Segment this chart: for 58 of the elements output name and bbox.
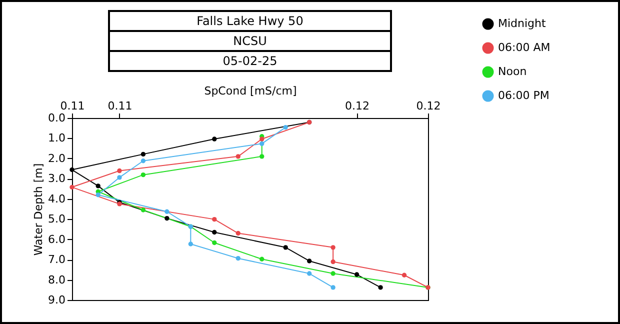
point bbox=[117, 168, 122, 174]
point bbox=[330, 271, 336, 276]
legend-label: 06:00 PM bbox=[498, 89, 550, 102]
point bbox=[330, 245, 336, 250]
point bbox=[140, 172, 146, 178]
point bbox=[306, 258, 312, 264]
point bbox=[212, 230, 217, 235]
point bbox=[306, 271, 312, 276]
point bbox=[354, 272, 360, 277]
x-tick-label: 0.12 bbox=[416, 100, 441, 112]
point bbox=[236, 230, 240, 236]
y-tick-label: 3.0 bbox=[48, 172, 66, 186]
y-tick-label: 5.0 bbox=[48, 212, 66, 226]
point bbox=[330, 259, 336, 264]
point bbox=[188, 242, 194, 246]
y-tick-label: 9.0 bbox=[48, 294, 66, 306]
point bbox=[140, 152, 146, 157]
y-axis-title: Water Depth [m] bbox=[32, 163, 46, 256]
chart-title: Falls Lake Hwy 50 bbox=[108, 10, 392, 32]
point bbox=[96, 184, 100, 188]
y-tick-label: 8.0 bbox=[48, 273, 66, 286]
point bbox=[212, 240, 217, 246]
x-tick-label: 0.11 bbox=[108, 100, 132, 112]
point bbox=[402, 272, 407, 278]
point bbox=[260, 141, 264, 146]
point bbox=[70, 167, 74, 172]
point bbox=[212, 216, 217, 222]
point bbox=[260, 136, 264, 142]
point bbox=[260, 256, 264, 262]
point bbox=[164, 209, 170, 214]
point bbox=[236, 256, 240, 261]
y-tick-label: 7.0 bbox=[48, 253, 66, 266]
point bbox=[164, 216, 170, 221]
point bbox=[70, 184, 74, 190]
point bbox=[283, 124, 288, 130]
x-tick-label: 0.11 bbox=[60, 100, 85, 112]
point bbox=[140, 208, 146, 212]
point bbox=[378, 285, 383, 290]
x-axis-title: SpCond [mS/cm] bbox=[204, 84, 297, 98]
point bbox=[117, 175, 122, 180]
legend-label: 06:00 AM bbox=[498, 41, 550, 54]
point bbox=[283, 245, 288, 250]
y-tick-label: 6.0 bbox=[48, 232, 66, 246]
y-tick-label: 2.0 bbox=[48, 152, 66, 165]
point bbox=[236, 154, 240, 159]
x-tick-label: 0.12 bbox=[345, 100, 370, 112]
chart-subtitle: NCSU bbox=[108, 30, 392, 52]
text: 05-02-25 bbox=[108, 50, 392, 72]
legend-label: Noon bbox=[498, 65, 527, 78]
point bbox=[140, 158, 146, 164]
point bbox=[212, 136, 217, 142]
point bbox=[260, 154, 264, 159]
y-tick-label: 1.0 bbox=[48, 132, 66, 145]
y-tick-label: 0.0 bbox=[48, 112, 66, 124]
point bbox=[96, 192, 100, 198]
point bbox=[330, 285, 336, 290]
y-tick-label: 4.0 bbox=[48, 192, 66, 206]
legend-label: Midnight bbox=[498, 17, 547, 30]
